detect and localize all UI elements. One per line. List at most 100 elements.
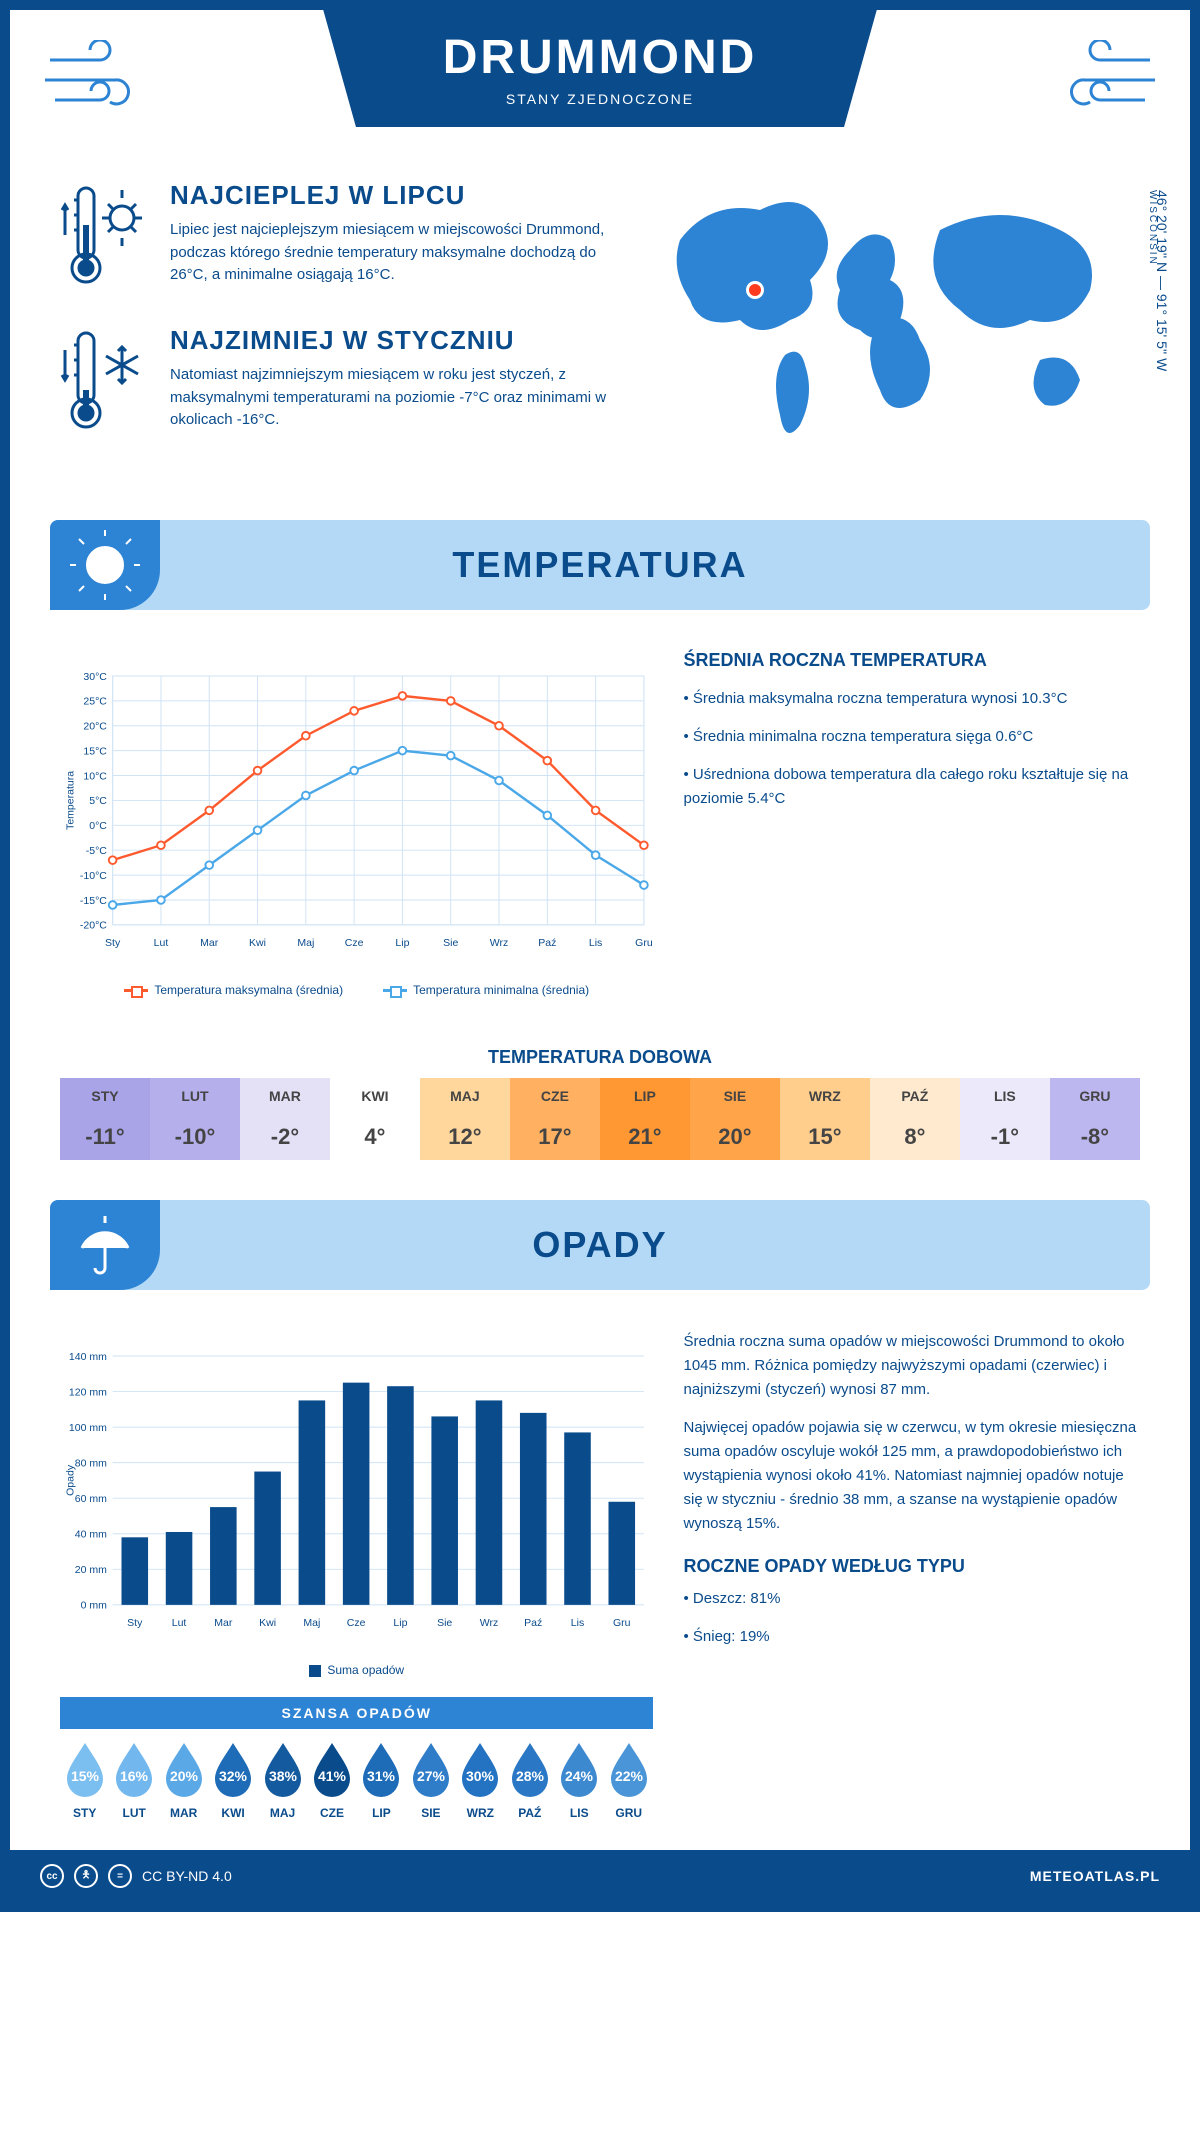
precip-text-1: Średnia roczna suma opadów w miejscowośc… (683, 1330, 1140, 1402)
precip-by-type: ROCZNE OPADY WEDŁUG TYPU • Deszcz: 81% •… (683, 1556, 1140, 1649)
thermometer-hot-icon (60, 180, 150, 295)
svg-text:Wrz: Wrz (490, 937, 509, 949)
svg-text:15%: 15% (71, 1768, 100, 1784)
umbrella-icon (50, 1200, 160, 1290)
chance-drop: 32%KWI (209, 1739, 257, 1820)
svg-text:-10°C: -10°C (80, 870, 107, 882)
annual-title: ŚREDNIA ROCZNA TEMPERATURA (683, 650, 1140, 671)
svg-text:30%: 30% (466, 1768, 495, 1784)
daily-temp-table: STYLUTMARKWIMAJCZELIPSIEWRZPAŹLISGRU-11°… (60, 1078, 1140, 1160)
svg-text:80 mm: 80 mm (75, 1457, 107, 1469)
svg-text:Lut: Lut (154, 937, 169, 949)
svg-text:Lip: Lip (395, 937, 409, 949)
svg-text:16%: 16% (120, 1768, 149, 1784)
precip-text-2: Najwięcej opadów pojawia się w czerwcu, … (683, 1416, 1140, 1536)
svg-text:20 mm: 20 mm (75, 1564, 107, 1576)
svg-text:100 mm: 100 mm (69, 1422, 107, 1434)
svg-text:Kwi: Kwi (259, 1617, 276, 1629)
svg-text:27%: 27% (417, 1768, 446, 1784)
precipitation-title: OPADY (532, 1224, 667, 1266)
chance-drop: 16%LUT (110, 1739, 158, 1820)
chance-drop: 41%CZE (308, 1739, 356, 1820)
svg-text:Sie: Sie (437, 1617, 452, 1629)
svg-text:25°C: 25°C (83, 696, 107, 708)
wind-icon (40, 40, 160, 125)
legend-max: Temperatura maksymalna (średnia) (124, 983, 343, 997)
svg-text:Maj: Maj (297, 937, 314, 949)
svg-text:Paź: Paź (538, 937, 556, 949)
chance-drop: 38%MAJ (259, 1739, 307, 1820)
svg-text:20%: 20% (170, 1768, 199, 1784)
precipitation-bar-chart: 0 mm 20 mm 40 mm 60 mm 80 mm 100 mm 120 mm 140 … (60, 1330, 653, 1677)
chance-drop: 28%PAŹ (506, 1739, 554, 1820)
svg-text:10°C: 10°C (83, 770, 107, 782)
svg-text:Lut: Lut (172, 1617, 187, 1629)
chance-drop: 27%SIE (407, 1739, 455, 1820)
svg-text:Kwi: Kwi (249, 937, 266, 949)
page-subtitle: STANY ZJEDNOCZONE (443, 91, 758, 107)
svg-text:40 mm: 40 mm (75, 1529, 107, 1541)
precipitation-chance-drops: 15%STY16%LUT20%MAR32%KWI38%MAJ41%CZE31%L… (60, 1729, 653, 1830)
chance-drop: 31%LIP (357, 1739, 405, 1820)
svg-text:Lip: Lip (393, 1617, 407, 1629)
svg-text:30°C: 30°C (83, 671, 107, 683)
coldest-title: NAJZIMNIEJ W STYCZNIU (170, 325, 610, 356)
svg-text:140 mm: 140 mm (69, 1351, 107, 1363)
precipitation-section-bar: OPADY (50, 1200, 1150, 1290)
temperature-section-bar: TEMPERATURA (50, 520, 1150, 610)
chance-drop: 15%STY (61, 1739, 109, 1820)
svg-text:Maj: Maj (303, 1617, 320, 1629)
svg-text:Mar: Mar (214, 1617, 233, 1629)
svg-text:0 mm: 0 mm (81, 1600, 108, 1612)
svg-text:5°C: 5°C (89, 795, 107, 807)
svg-text:Sty: Sty (127, 1617, 143, 1629)
svg-text:Paź: Paź (524, 1617, 542, 1629)
svg-text:38%: 38% (269, 1768, 298, 1784)
svg-text:28%: 28% (516, 1768, 545, 1784)
intro-section: NAJCIEPLEJ W LIPCU Lipiec jest najcieple… (10, 150, 1190, 500)
chance-drop: 22%GRU (605, 1739, 653, 1820)
chance-drop: 30%WRZ (456, 1739, 504, 1820)
svg-text:Sie: Sie (443, 937, 458, 949)
temperature-annual-text: ŚREDNIA ROCZNA TEMPERATURA • Średnia mak… (683, 650, 1140, 997)
infographic-page: DRUMMOND STANY ZJEDNOCZONE NAJCIEPLEJ W … (0, 0, 1200, 1912)
wind-icon (1040, 40, 1160, 125)
svg-text:Gru: Gru (635, 937, 653, 949)
map-marker-icon (749, 284, 761, 296)
svg-text:60 mm: 60 mm (75, 1493, 107, 1505)
daily-temp-heading: TEMPERATURA DOBOWA (10, 1047, 1190, 1068)
license-label: CC BY-ND 4.0 (142, 1868, 232, 1884)
svg-text:22%: 22% (615, 1768, 644, 1784)
svg-text:-5°C: -5°C (86, 845, 108, 857)
svg-text:0°C: 0°C (89, 820, 107, 832)
svg-text:Lis: Lis (589, 937, 602, 949)
svg-text:20°C: 20°C (83, 721, 107, 733)
header: DRUMMOND STANY ZJEDNOCZONE (10, 10, 1190, 150)
nd-icon: = (108, 1864, 132, 1888)
page-title: DRUMMOND (443, 30, 758, 85)
svg-text:-20°C: -20°C (80, 920, 107, 932)
svg-text:Cze: Cze (347, 1617, 366, 1629)
svg-text:Gru: Gru (613, 1617, 631, 1629)
coldest-text: Natomiast najzimniejszym miesiącem w rok… (170, 364, 610, 432)
temperature-title: TEMPERATURA (452, 544, 747, 586)
coldest-block: NAJZIMNIEJ W STYCZNIU Natomiast najzimni… (60, 325, 610, 440)
svg-text:Wrz: Wrz (480, 1617, 498, 1629)
chance-drop: 20%MAR (160, 1739, 208, 1820)
hottest-block: NAJCIEPLEJ W LIPCU Lipiec jest najcieple… (60, 180, 610, 295)
title-banner: DRUMMOND STANY ZJEDNOCZONE (323, 8, 878, 127)
svg-text:32%: 32% (219, 1768, 248, 1784)
svg-text:Lis: Lis (571, 1617, 584, 1629)
sun-icon (50, 520, 160, 610)
chance-title: SZANSA OPADÓW (60, 1697, 653, 1729)
hottest-text: Lipiec jest najcieplejszym miesiącem w m… (170, 219, 610, 287)
footer: cc 🯅 = CC BY-ND 4.0 METEOATLAS.PL (10, 1850, 1190, 1902)
legend-min: Temperatura minimalna (średnia) (383, 983, 589, 997)
temperature-line-chart: -20°C-15°C-10°C-5°C0°C5°C10°C15°C20°C25°… (60, 650, 653, 997)
svg-text:Cze: Cze (345, 937, 364, 949)
svg-text:Temperatura: Temperatura (64, 771, 76, 830)
svg-text:120 mm: 120 mm (69, 1386, 107, 1398)
world-map: WISCONSIN 46° 20' 19'' N — 91° 15' 5'' W (640, 180, 1140, 470)
svg-text:15°C: 15°C (83, 745, 107, 757)
svg-text:31%: 31% (367, 1768, 396, 1784)
